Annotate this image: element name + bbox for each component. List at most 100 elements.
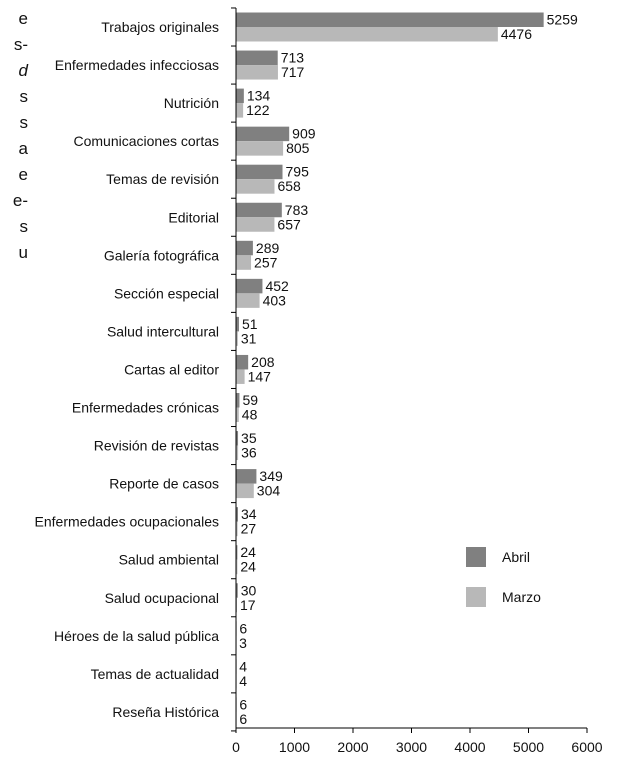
value-label-abril: 795 [286,164,310,180]
value-label-marzo: 122 [246,102,270,118]
bar-marzo [236,331,238,346]
value-label-abril: 35 [241,430,257,446]
value-label-abril: 24 [240,544,256,560]
bar-abril [236,316,239,332]
bar-marzo [236,483,254,499]
value-label-marzo: 403 [263,292,287,308]
value-label-marzo: 48 [242,407,258,423]
bar-abril [236,393,240,408]
category-label: Cartas al editor [124,361,219,377]
value-label-marzo: 304 [257,483,281,499]
category-label: Salud ocupacional [105,590,219,606]
value-label-abril: 51 [242,316,258,332]
value-label-marzo: 4476 [501,26,532,42]
bar-marzo [236,27,498,42]
category-label: Reporte de casos [109,476,219,492]
value-label-marzo: 3 [239,635,247,651]
bar-abril [236,240,253,256]
bar-abril [236,431,239,446]
left-margin-text-fragments: e s-d s s a e e-s u [0,0,30,320]
legend-swatch-abril [466,547,486,567]
value-label-abril: 5259 [547,12,578,28]
value-label-marzo: 31 [241,330,257,346]
bar-marzo [236,559,238,575]
value-label-marzo: 4 [239,673,247,689]
value-label-marzo: 717 [281,64,305,80]
bar-abril [236,507,238,522]
legend-swatch-marzo [466,587,486,607]
value-label-abril: 4 [239,658,247,674]
bar-abril [236,126,290,142]
margin-fragment: a [18,139,28,158]
value-label-marzo: 658 [277,178,301,194]
value-label-abril: 349 [259,468,283,484]
margin-fragment: s [19,217,29,236]
value-label-marzo: 805 [286,140,310,156]
bar-marzo [236,141,284,156]
x-tick-label: 4000 [454,739,485,755]
bar-abril [236,164,283,180]
category-label: Nutrición [164,95,219,111]
value-label-abril: 6 [239,620,247,636]
value-label-marzo: 27 [241,521,257,537]
bar-abril [236,50,278,66]
x-tick-label: 5000 [513,739,544,755]
bar-abril [236,583,238,598]
margin-fragment: e [18,9,28,28]
value-label-abril: 452 [265,278,289,294]
value-label-marzo: 36 [241,445,257,461]
margin-fragment: s [19,87,29,106]
margin-fragment: s- [13,35,28,54]
value-label-marzo: 147 [248,368,272,384]
category-label: Sección especial [114,285,219,301]
value-label-marzo: 257 [254,254,278,270]
category-label: Temas de revisión [106,171,219,187]
x-tick-label: 0 [232,739,240,755]
category-label: Enfermedades crónicas [72,400,219,416]
x-tick-label: 3000 [396,739,427,755]
margin-fragment: s [19,113,29,132]
x-tick-label: 1000 [279,739,310,755]
category-label: Editorial [168,209,219,225]
value-label-abril: 6 [239,696,247,712]
margin-fragment: d [18,61,28,80]
value-label-abril: 34 [241,506,257,522]
value-label-abril: 30 [241,582,257,598]
category-label: Comunicaciones cortas [73,133,219,149]
x-tick-label: 2000 [337,739,368,755]
category-label: Revisión de revistas [94,438,219,454]
value-label-abril: 208 [251,354,275,370]
bar-abril [236,202,282,218]
margin-fragment: u [18,243,28,262]
category-label: Salud ambiental [119,552,219,568]
bar-marzo [236,217,275,232]
category-label: Héroes de la salud pública [54,628,219,644]
value-label-abril: 289 [256,240,280,256]
bar-abril [236,469,257,484]
x-tick-label: 6000 [571,739,602,755]
value-label-marzo: 24 [240,559,256,575]
legend-label-marzo: Marzo [502,589,541,605]
bar-marzo [236,407,239,422]
category-label: Reseña Histórica [112,704,219,720]
bar-marzo [236,65,278,80]
category-label: Galería fotográfica [104,247,219,263]
legend-label-abril: Abril [502,549,530,565]
category-label: Enfermedades ocupacionales [35,514,219,530]
bar-marzo [236,255,252,270]
bar-marzo [236,369,245,384]
value-label-abril: 909 [292,126,316,142]
margin-fragment: e [18,165,28,184]
bar-marzo [236,293,260,308]
bar-abril [236,278,263,294]
value-label-abril: 713 [281,50,305,66]
bar-marzo [236,179,275,194]
bar-abril [236,545,238,560]
bar-marzo [236,445,239,461]
category-label: Enfermedades infecciosas [55,57,219,73]
bar-abril [236,12,544,27]
value-label-abril: 59 [242,392,258,408]
value-label-marzo: 17 [240,597,256,613]
